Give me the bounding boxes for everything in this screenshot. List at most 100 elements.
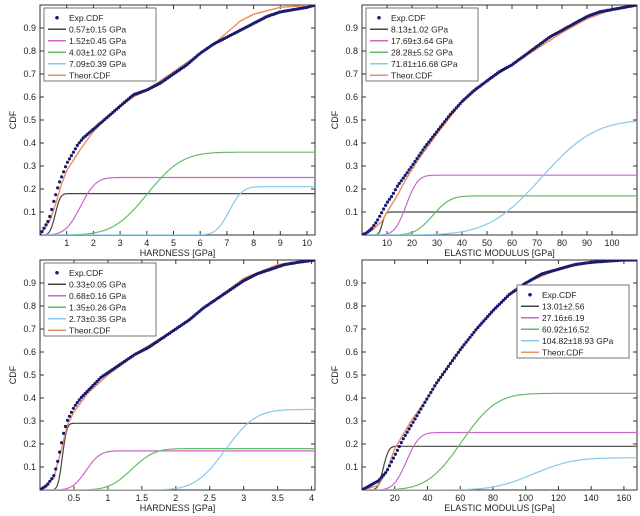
exp-cdf-point — [384, 471, 388, 475]
chart-panel-2: 10 20 30 40 50 60 70 80 90 100 0.1 0.2 0.3 0.4 0.5 0.6 0… — [330, 4, 638, 258]
exp-cdf-point — [389, 195, 394, 199]
exp-cdf-point — [42, 226, 46, 230]
theoretical-cdf-line — [362, 5, 637, 235]
exp-cdf-point — [95, 379, 99, 384]
exp-cdf-point — [472, 330, 476, 334]
x-tick-label: 4 — [309, 493, 314, 503]
y-tick-label: 0.6 — [23, 92, 36, 102]
series-line-5 — [362, 120, 637, 235]
exp-cdf-point — [456, 104, 460, 108]
y-axis-label: CDF — [330, 365, 340, 384]
y-tick-label: 0.7 — [23, 69, 36, 79]
exp-cdf-point — [450, 110, 454, 114]
y-tick-label: 0.6 — [23, 347, 36, 357]
y-tick-label: 0.9 — [23, 23, 36, 33]
exp-cdf-point — [501, 298, 505, 302]
y-tick-label: 0.8 — [23, 46, 36, 56]
x-axis-label: ELASTIC MODULUS [GPa] — [444, 248, 555, 258]
x-tick-label: 10 — [382, 238, 392, 248]
exp-cdf-point — [476, 325, 480, 330]
y-tick-label: 0.2 — [345, 439, 358, 449]
exp-cdf-point — [69, 410, 73, 414]
legend-label: Theor.CDF — [542, 347, 584, 357]
exp-cdf-point — [423, 145, 427, 149]
exp-cdf-point — [421, 404, 425, 408]
series-line-2 — [362, 211, 637, 235]
exp-cdf-point — [470, 333, 474, 337]
exp-cdf-point — [48, 214, 52, 219]
y-tick-label: 0.4 — [345, 393, 358, 403]
exp-cdf-point — [389, 460, 394, 464]
x-tick-label: 20 — [390, 493, 400, 503]
exp-cdf-point — [478, 323, 482, 327]
x-axis-label: HARDNESS [GPa] — [140, 248, 216, 258]
exp-cdf-point — [431, 135, 435, 139]
y-tick-label: 0.5 — [23, 115, 36, 125]
exp-cdf-point — [417, 154, 421, 158]
y-axis-label: CDF — [8, 365, 18, 384]
series-line-2 — [40, 193, 315, 235]
exp-cdf-point — [63, 165, 68, 169]
x-tick-label: 60 — [455, 493, 465, 503]
exp-cdf-point — [411, 162, 415, 166]
y-tick-label: 0.8 — [23, 301, 36, 311]
y-tick-label: 0.4 — [23, 138, 36, 148]
exp-cdf-point — [442, 120, 447, 124]
exp-cdf-point — [378, 477, 382, 481]
y-tick-label: 0.4 — [23, 393, 36, 403]
legend-marker-dot — [55, 270, 59, 275]
exp-cdf-point — [452, 108, 456, 112]
exp-cdf-point — [403, 173, 407, 177]
exp-cdf-point — [71, 406, 75, 410]
legend-label: 17.69±3.64 GPa — [391, 36, 453, 46]
x-tick-label: 50 — [482, 238, 492, 248]
exp-cdf-point — [75, 401, 79, 405]
legend-marker-dot — [377, 15, 381, 20]
exp-cdf-point — [440, 372, 445, 377]
x-tick-label: 8 — [251, 238, 256, 248]
exp-cdf-point — [397, 181, 401, 186]
x-tick-label: 80 — [488, 493, 498, 503]
exp-cdf-point — [415, 157, 419, 161]
legend-label: 71.81±16.68 GPa — [391, 59, 458, 69]
exp-cdf-point — [93, 381, 97, 386]
y-tick-label: 0.5 — [23, 370, 36, 380]
x-tick-label: 160 — [616, 493, 631, 503]
exp-cdf-point — [376, 479, 380, 483]
x-tick-label: 4 — [144, 238, 149, 248]
x-tick-label: 3 — [118, 238, 123, 248]
exp-cdf-point — [65, 160, 70, 164]
exp-cdf-point — [46, 482, 50, 486]
series-line-5 — [362, 457, 637, 490]
exp-cdf-point — [83, 391, 87, 396]
exp-cdf-point — [462, 343, 466, 347]
x-tick-label: 30 — [432, 238, 442, 248]
exp-cdf-point — [440, 122, 445, 126]
legend-label: 0.57±0.15 GPa — [69, 24, 126, 34]
exp-cdf-point — [407, 168, 411, 172]
exp-cdf-point — [97, 377, 101, 382]
exp-cdf-point — [395, 448, 399, 452]
exp-cdf-point — [58, 450, 62, 454]
exp-cdf-point — [431, 387, 435, 391]
exp-cdf-point — [468, 335, 472, 339]
exp-cdf-point — [484, 317, 488, 321]
x-tick-label: 80 — [557, 238, 567, 248]
y-tick-label: 0.9 — [345, 23, 358, 33]
exp-cdf-point — [60, 441, 64, 445]
series-group — [40, 260, 315, 490]
exp-cdf-point — [409, 165, 413, 169]
legend-label: 0.68±0.16 GPa — [69, 291, 126, 301]
exp-cdf-point — [435, 381, 439, 385]
x-tick-label: 6 — [198, 238, 203, 248]
exp-cdf-point — [482, 319, 486, 323]
exp-cdf-point — [44, 223, 48, 227]
exp-cdf-point — [391, 456, 395, 460]
exp-cdf-point — [385, 468, 390, 472]
exp-cdf-point — [380, 211, 384, 215]
exp-cdf-point — [425, 397, 429, 401]
exp-cdf-point — [458, 102, 462, 106]
exp-cdf-point — [437, 378, 441, 382]
exp-cdf-point — [56, 459, 60, 463]
x-tick-label: 3.5 — [271, 493, 284, 503]
